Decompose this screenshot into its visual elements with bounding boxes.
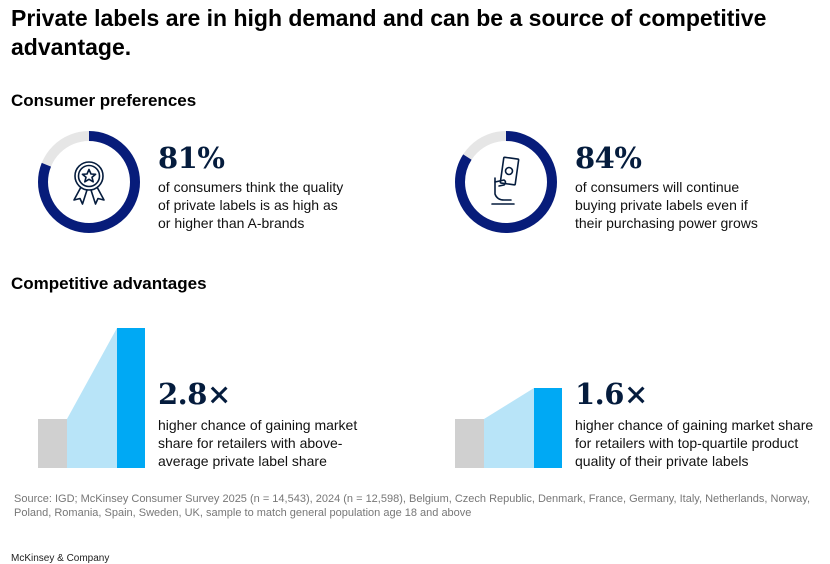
advantage-bar bbox=[534, 388, 562, 468]
stat-description-line: of consumers will continue bbox=[575, 179, 740, 195]
stat-description-line: their purchasing power grows bbox=[575, 215, 758, 231]
section-heading-competitive-advantages: Competitive advantages bbox=[11, 274, 207, 293]
donut-chart-81 bbox=[38, 131, 140, 233]
growth-wedge bbox=[484, 388, 534, 468]
advantage-description-line: for retailers with top-quartile product bbox=[575, 435, 799, 451]
hand-money-icon bbox=[491, 156, 520, 205]
stat-description-84: of consumers will continue buying privat… bbox=[575, 178, 790, 232]
stat-value-81: 81% bbox=[158, 141, 225, 175]
advantage-bar bbox=[117, 328, 145, 468]
advantage-description-1-6x: higher chance of gaining market share fo… bbox=[575, 416, 830, 470]
advantage-value-2-8x: 2.8× bbox=[158, 377, 231, 411]
donut-value-arc bbox=[38, 131, 140, 233]
brand-logo-text: McKinsey & Company bbox=[11, 553, 110, 564]
award-ribbon-icon bbox=[73, 161, 105, 205]
section-heading-consumer-preferences: Consumer preferences bbox=[11, 91, 197, 110]
advantage-description-2-8x: higher chance of gaining market share fo… bbox=[158, 416, 383, 470]
advantage-bar-chart-1-6x bbox=[455, 388, 562, 468]
stat-description-81: of consumers think the quality of privat… bbox=[158, 178, 378, 232]
stat-description-line: buying private labels even if bbox=[575, 197, 748, 213]
advantage-value-1-6x: 1.6× bbox=[575, 377, 648, 411]
advantage-description-line: higher chance of gaining market share bbox=[575, 417, 814, 433]
growth-wedge bbox=[67, 328, 117, 468]
stat-description-line: of consumers think the quality bbox=[158, 179, 344, 195]
stat-description-line: of private labels is as high as bbox=[158, 197, 338, 213]
donut-value-arc bbox=[455, 131, 557, 233]
advantage-description-line: higher chance of gaining market bbox=[158, 417, 358, 433]
stat-description-line: or higher than A-brands bbox=[158, 215, 305, 231]
advantage-description-line: share for retailers with above- bbox=[158, 435, 343, 451]
baseline-bar bbox=[455, 419, 484, 468]
advantage-description-line: quality of their private labels bbox=[575, 453, 749, 469]
donut-chart-84 bbox=[455, 131, 557, 233]
baseline-bar bbox=[38, 419, 67, 468]
advantage-bar-chart-2-8x bbox=[38, 328, 145, 468]
advantage-description-line: average private label share bbox=[158, 453, 327, 469]
stat-value-84: 84% bbox=[575, 141, 642, 175]
source-note: Source: IGD; McKinsey Consumer Survey 20… bbox=[14, 493, 811, 519]
chart-title: Private labels are in high demand and ca… bbox=[11, 5, 767, 60]
